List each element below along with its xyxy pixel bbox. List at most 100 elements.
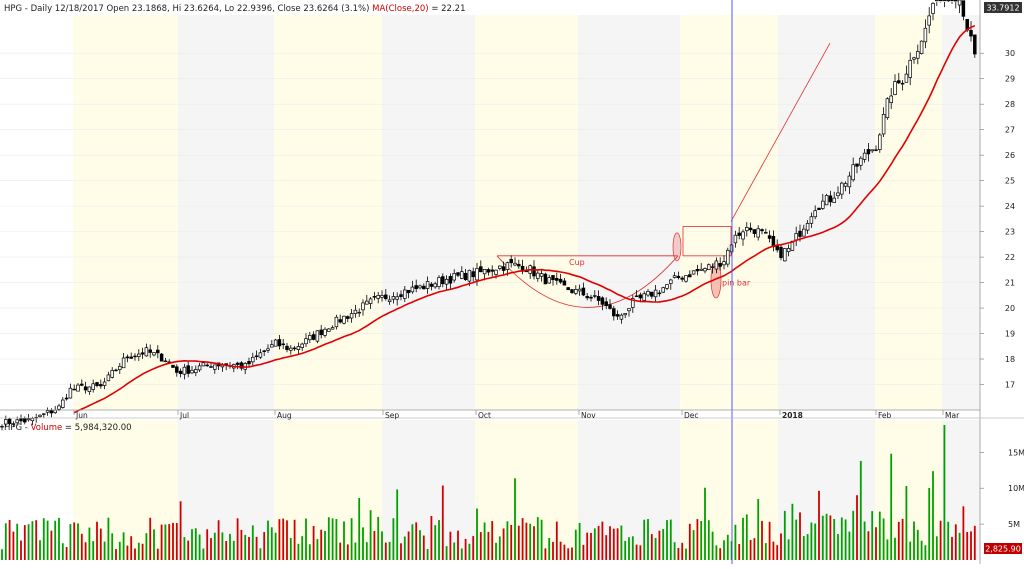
price-month-band <box>0 15 73 410</box>
candle <box>475 262 479 286</box>
candle-body-up <box>665 284 669 289</box>
volume-bar-up <box>153 529 155 560</box>
candle-body-up <box>182 366 187 375</box>
volume-bar-down <box>320 529 323 560</box>
candle-body-down <box>209 366 213 368</box>
volume-bar-up <box>647 519 649 560</box>
candle <box>551 275 555 286</box>
candle-body-up <box>574 288 578 294</box>
volume-bar-up <box>795 519 798 560</box>
candle <box>817 207 821 210</box>
candle-body-down <box>171 364 175 368</box>
candle-body-down <box>471 271 475 278</box>
candle <box>593 290 597 299</box>
candle <box>102 377 107 390</box>
volume-bar-up <box>628 537 630 560</box>
volume-bar-up <box>460 548 463 560</box>
candle-body-up <box>908 59 912 78</box>
volume-bar-down <box>605 535 608 560</box>
candle <box>646 289 650 297</box>
candle-body-up <box>813 210 817 218</box>
volume-bar-up <box>848 531 851 560</box>
candle-body-up <box>539 273 544 277</box>
candle-body-up <box>577 288 582 292</box>
volume-bar-up <box>878 511 881 560</box>
volume-bar-down <box>172 522 174 560</box>
volume-bar-up <box>574 529 577 560</box>
candle <box>608 299 612 310</box>
volume-bar-down <box>658 530 661 560</box>
candle-body-down <box>695 268 700 272</box>
candle <box>175 364 179 377</box>
candle-body-down <box>114 369 118 372</box>
candle-body-up <box>425 281 430 289</box>
volume-bar-down <box>141 543 144 560</box>
candle-body-down <box>551 275 555 281</box>
volume-bar-down <box>206 529 209 560</box>
candle-body-down <box>448 276 453 284</box>
candle-body-down <box>650 291 654 297</box>
volume-month-band <box>680 420 778 560</box>
volume-bar-down <box>776 545 779 560</box>
candle-body-down <box>604 301 608 307</box>
volume-bar-down <box>973 525 976 560</box>
candle <box>91 379 95 393</box>
candle <box>239 361 244 371</box>
volume-bar-up <box>358 497 361 560</box>
candle-body-up <box>794 233 798 241</box>
volume-bar-down <box>780 533 782 560</box>
candle-body-up <box>653 289 658 298</box>
candle-body-up <box>270 344 274 348</box>
candle-body-up <box>418 285 422 289</box>
candle <box>562 277 567 286</box>
volume-bar-up <box>837 534 839 560</box>
volume-bar-up <box>859 460 862 560</box>
candle <box>4 415 8 428</box>
candle <box>946 0 950 2</box>
candle-body-up <box>38 414 42 418</box>
candle <box>140 347 145 359</box>
volume-bar-up <box>905 486 908 560</box>
candle <box>266 344 270 353</box>
volume-bar-up <box>145 533 148 560</box>
candle-body-down <box>570 289 574 293</box>
candle-body-up <box>197 365 202 371</box>
candle-body-up <box>684 275 688 282</box>
candle-body-down <box>277 339 282 347</box>
volume-bar-up <box>27 524 30 560</box>
volume-bar-up <box>58 517 60 560</box>
time-tick-label: Jun <box>75 411 88 420</box>
candle-body-up <box>661 287 665 293</box>
candle-body-down <box>247 361 251 365</box>
volume-bar-up <box>453 542 456 560</box>
candle-body-down <box>954 0 958 2</box>
volume-bar-up <box>913 521 915 560</box>
candle <box>178 368 183 378</box>
candle-body-down <box>479 266 483 273</box>
candle <box>68 383 73 399</box>
candle-body-down <box>83 386 88 391</box>
candle-body-down <box>596 296 601 301</box>
candle <box>836 186 840 199</box>
candle-body-up <box>878 134 882 150</box>
candle <box>669 278 673 290</box>
volume-bar-down <box>99 528 102 560</box>
candle <box>878 132 882 153</box>
candle <box>171 364 175 368</box>
candle-body-down <box>99 384 103 387</box>
volume-bar-down <box>612 528 615 560</box>
candle <box>342 315 346 325</box>
candle-body-up <box>745 227 749 232</box>
volume-bar-down <box>96 521 98 560</box>
candle-body-down <box>311 334 316 340</box>
candle-body-up <box>57 405 61 410</box>
cup-arc <box>496 255 679 308</box>
volume-bar-down <box>263 532 266 560</box>
candle <box>99 379 103 389</box>
candle <box>900 80 905 91</box>
pin-bar-label: pin bar <box>722 279 751 288</box>
candle-body-up <box>102 381 107 386</box>
volume-bar-up <box>662 528 665 560</box>
